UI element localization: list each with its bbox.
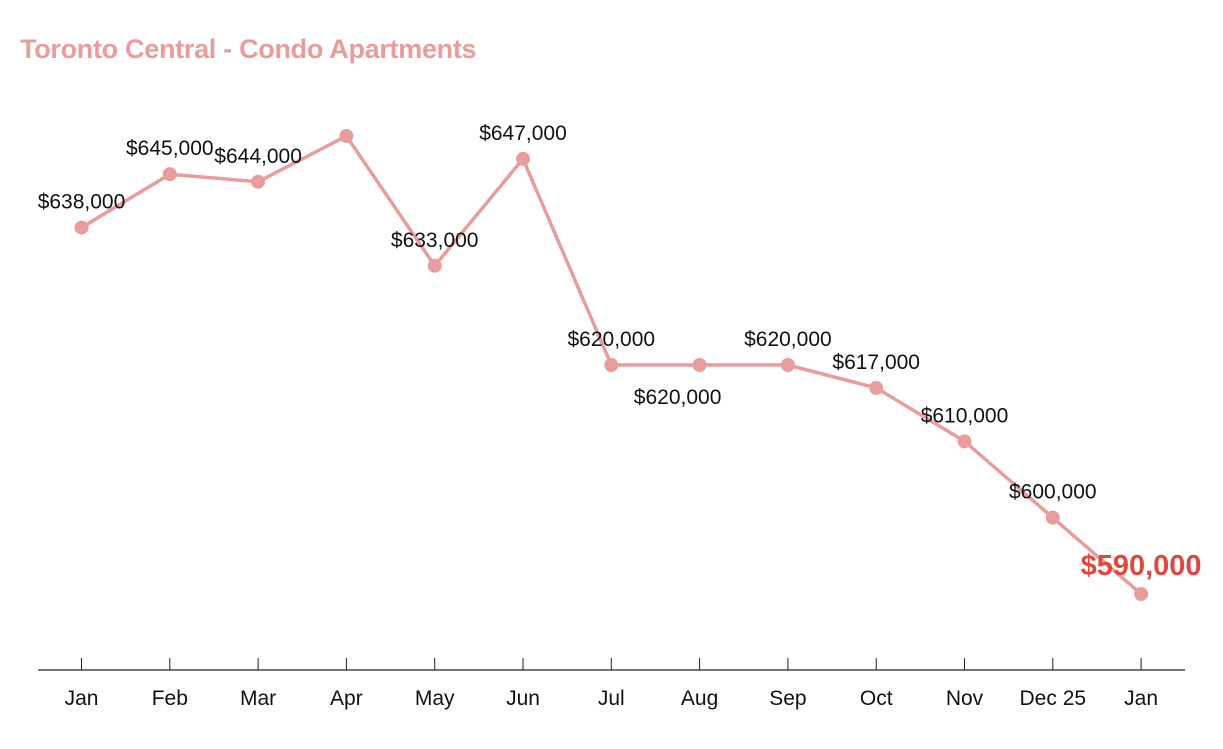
data-point (692, 358, 707, 372)
data-label: $620,000 (744, 328, 832, 351)
data-label: $647,000 (479, 122, 567, 145)
x-tick-label: Jan (65, 687, 99, 710)
data-label: $620,000 (634, 386, 722, 409)
data-point (339, 129, 354, 143)
data-point (251, 174, 266, 189)
data-point (780, 358, 795, 372)
x-tick-label: Jul (598, 687, 625, 710)
x-tick-label: May (415, 687, 455, 710)
x-tick-label: Nov (946, 687, 984, 710)
data-point (1045, 510, 1060, 525)
x-tick-label: Apr (330, 687, 363, 710)
data-point (1134, 587, 1149, 601)
x-axis (38, 658, 1185, 671)
data-point (162, 167, 177, 182)
x-tick-labels: Jan Feb Mar Apr May Jun Jul Aug Sep Oct Nov Dec 25 J… (65, 687, 1158, 710)
data-label: $638,000 (38, 191, 126, 214)
data-label: $620,000 (568, 328, 656, 351)
x-tick-label: Mar (240, 687, 276, 710)
markers-layer (74, 129, 1149, 601)
x-tick-label: Oct (860, 687, 893, 710)
chart-title: Toronto Central - Condo Apartments (20, 34, 477, 64)
x-tick-label: Dec 25 (1020, 687, 1087, 710)
x-tick-label: Feb (152, 687, 188, 710)
data-label: $610,000 (921, 404, 1009, 427)
x-tick-label: Sep (769, 687, 806, 710)
x-tick-label: Jan (1124, 687, 1158, 710)
data-point (516, 151, 530, 166)
x-tick-label: Jun (506, 687, 540, 710)
data-point (427, 258, 442, 273)
data-label: $644,000 (214, 145, 302, 168)
data-label: $617,000 (832, 351, 920, 374)
data-label: $600,000 (1009, 481, 1097, 504)
data-label: $645,000 (126, 137, 214, 160)
data-point (74, 220, 89, 235)
highlight-data-label: $590,000 (1081, 550, 1202, 582)
data-point (957, 434, 972, 449)
data-labels-layer: $638,000 $645,000 $644,000 $633,000 $647,000… (38, 122, 1202, 582)
x-tick-label: Aug (681, 687, 718, 710)
data-label: $633,000 (391, 229, 479, 252)
data-point (869, 380, 884, 395)
data-point (604, 358, 619, 372)
